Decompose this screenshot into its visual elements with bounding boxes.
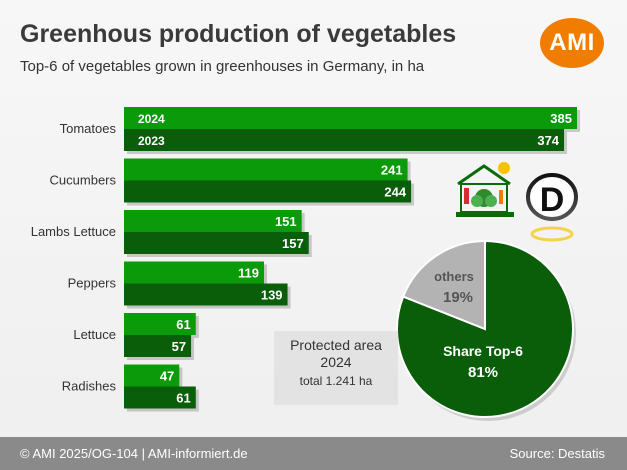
bar-2024-lambs-lettuce bbox=[124, 210, 302, 232]
bar-2024-radishes bbox=[124, 364, 180, 387]
pie-value-share-top-6: 81% bbox=[468, 364, 498, 381]
bar-2023-radishes bbox=[124, 386, 196, 409]
chart-title: Greenhous production of vegetables bbox=[20, 20, 457, 48]
bar-chart: Tomatoes 385 2024 374 2023 Cucumbers 241 244 Lam… bbox=[31, 107, 580, 421]
note-line-2: 2024 bbox=[320, 354, 352, 370]
country-d-badge-icon: D bbox=[526, 173, 578, 242]
bar-value-label: 157 bbox=[282, 236, 304, 251]
category-label: Lambs Lettuce bbox=[31, 224, 116, 239]
bar-value-label: 139 bbox=[261, 288, 283, 303]
bar-value-label: 61 bbox=[176, 391, 190, 406]
category-label: Peppers bbox=[68, 276, 117, 291]
chart-subtitle: Top-6 of vegetables grown in greenhouses… bbox=[20, 58, 425, 75]
category-label: Radishes bbox=[62, 379, 117, 394]
bar-value-label: 385 bbox=[550, 111, 572, 126]
ami-logo: AMI bbox=[540, 18, 604, 68]
bar-2024-cucumbers bbox=[124, 158, 408, 181]
pie-label-share-top-6: Share Top-6 bbox=[443, 343, 523, 359]
pie-value-others: 19% bbox=[443, 289, 473, 306]
bar-value-label: 374 bbox=[537, 133, 559, 148]
series-label-2023: 2023 bbox=[138, 134, 165, 148]
bar-2024-lettuce bbox=[124, 313, 196, 335]
bar-value-label: 244 bbox=[384, 185, 406, 200]
bar-2023-tomatoes bbox=[124, 129, 565, 151]
bar-value-label: 57 bbox=[172, 339, 186, 354]
bar-2023-lambs-lettuce bbox=[124, 232, 309, 254]
bar-value-label: 241 bbox=[381, 163, 403, 178]
bar-value-label: 119 bbox=[238, 266, 259, 281]
category-label: Lettuce bbox=[73, 327, 116, 342]
pie-slice-others bbox=[401, 239, 486, 331]
protected-area-note: Protected area 2024 total 1.241 ha bbox=[274, 331, 398, 405]
bar-value-label: 151 bbox=[275, 214, 297, 229]
bar-value-label: 61 bbox=[176, 317, 190, 332]
svg-text:D: D bbox=[540, 181, 565, 219]
bar-2023-lettuce bbox=[124, 335, 192, 357]
bar-value-label: 47 bbox=[160, 369, 174, 384]
footer: © AMI 2025/OG-104 | AMI-informiert.de So… bbox=[0, 437, 627, 470]
series-label-2024: 2024 bbox=[138, 112, 165, 126]
footer-source: Source: Destatis bbox=[509, 446, 605, 461]
bar-2023-peppers bbox=[124, 283, 288, 306]
category-label: Cucumbers bbox=[50, 173, 117, 188]
bar-2024-tomatoes bbox=[124, 107, 577, 129]
note-line-3: total 1.241 ha bbox=[299, 374, 373, 388]
greenhouse-icon bbox=[456, 162, 514, 217]
note-line-1: Protected area bbox=[290, 337, 382, 353]
pie-label-others: others bbox=[434, 269, 474, 284]
footer-copyright: © AMI 2025/OG-104 | AMI-informiert.de bbox=[20, 446, 248, 461]
category-label: Tomatoes bbox=[60, 121, 117, 136]
bar-2023-cucumbers bbox=[124, 180, 412, 203]
bar-2024-peppers bbox=[124, 261, 265, 284]
